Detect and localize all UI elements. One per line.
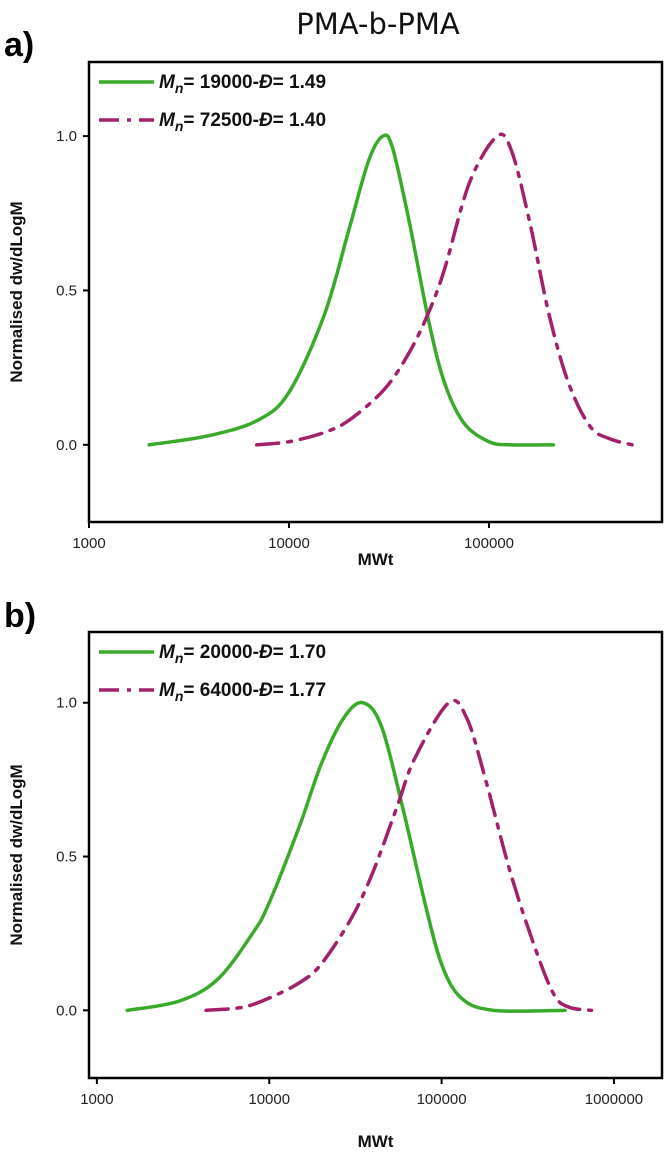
- legend-text-part: = 20000-: [183, 642, 259, 663]
- legend-label: Mn= 64000-Đ= 1.77: [159, 680, 326, 704]
- figure-title: PMA-b-PMA: [296, 7, 460, 41]
- legend-label: Mn= 19000-Đ= 1.49: [159, 72, 326, 96]
- y-tick-label: 0.5: [56, 282, 77, 299]
- y-tick-label: 0.0: [56, 437, 77, 454]
- legend-text-part: = 1.40: [273, 110, 326, 131]
- legend-text-part: = 72500-: [183, 110, 259, 131]
- panel-label: b): [4, 597, 36, 635]
- y-tick-label: 0.0: [56, 1002, 77, 1019]
- plot-frame: [87, 630, 664, 1080]
- legend-text-part: Đ: [259, 110, 273, 131]
- x-tick-label: 100000: [417, 1091, 467, 1108]
- legend-text-part: = 1.70: [273, 642, 326, 663]
- plot-frame: [87, 60, 664, 524]
- legend-text-part: M: [159, 72, 176, 93]
- legend-text-part: M: [159, 680, 176, 701]
- x-axis-label: MWt: [358, 1132, 394, 1151]
- legend-label: Mn= 20000-Đ= 1.70: [159, 642, 326, 666]
- x-tick-label: 10000: [248, 1091, 290, 1108]
- x-tick-label: 10000: [268, 535, 310, 552]
- legend-text-part: = 64000-: [183, 680, 259, 701]
- legend-text-part: = 1.49: [273, 72, 326, 93]
- legend-text-part: Đ: [259, 72, 273, 93]
- chart-panel-a: a) 1000 10000 100000 0.0 0.5 1.0 MWt Normalised …: [4, 26, 664, 569]
- legend-text-part: n: [175, 80, 184, 96]
- legend-text-part: = 1.77: [273, 680, 326, 701]
- series-line-2: [255, 132, 634, 447]
- panel-label: a): [4, 26, 34, 64]
- x-axis-label: MWt: [358, 550, 394, 569]
- y-axis-label: Normalised dw/dLogM: [7, 764, 26, 945]
- y-tick-label: 0.5: [56, 849, 77, 866]
- y-tick-label: 1.0: [56, 695, 77, 712]
- legend-item-1: Mn= 19000-Đ= 1.49: [99, 72, 326, 96]
- x-tick-label: 1000: [80, 1091, 113, 1108]
- legend-text-part: n: [175, 118, 184, 134]
- y-tick-label: 1.0: [56, 128, 77, 145]
- legend-item-2: Mn= 72500-Đ= 1.40: [99, 110, 326, 134]
- series-line-1: [125, 700, 567, 1013]
- y-axis-label: Normalised dw/dLogM: [7, 201, 26, 382]
- legend-label: Mn= 72500-Đ= 1.40: [159, 110, 326, 134]
- x-tick-label: 1000: [72, 535, 105, 552]
- chart-panel-b: b) 1000 10000 100000 1000000 0.0 0.5 1.0 MWt Norm…: [4, 597, 664, 1151]
- x-tick-label: 100000: [464, 535, 514, 552]
- legend-text-part: M: [159, 110, 176, 131]
- series-line-1: [147, 133, 556, 447]
- legend-item-1: Mn= 20000-Đ= 1.70: [99, 642, 326, 666]
- x-tick-label: 1000000: [585, 1091, 643, 1108]
- legend-item-2: Mn= 64000-Đ= 1.77: [99, 680, 326, 704]
- legend-text-part: n: [175, 688, 184, 704]
- legend-text-part: Đ: [259, 642, 273, 663]
- legend-text-part: = 19000-: [183, 72, 259, 93]
- legend-text-part: n: [175, 650, 184, 666]
- series-line-2: [204, 698, 594, 1013]
- legend-text-part: Đ: [259, 680, 273, 701]
- legend-text-part: M: [159, 642, 176, 663]
